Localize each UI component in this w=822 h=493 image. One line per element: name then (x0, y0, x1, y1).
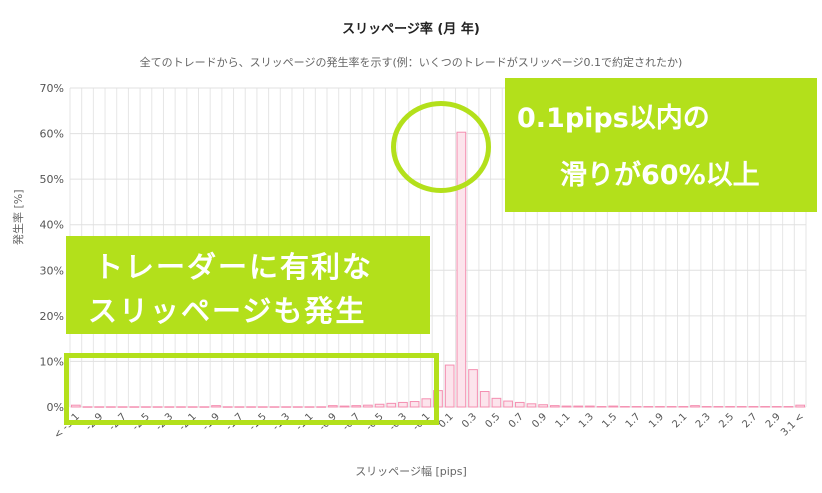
y-tick-label: 50% (40, 173, 64, 186)
bar-0.7 (514, 401, 525, 408)
bar-2.7 (748, 406, 759, 408)
y-tick-label: 40% (40, 219, 64, 232)
bar-2.6 (736, 406, 747, 408)
bar--2.5 (141, 406, 151, 408)
bar-2.2 (690, 405, 700, 408)
bar-1.4 (596, 406, 607, 408)
x-tick-label: 2.5 (717, 411, 736, 430)
bar-0.3 (468, 369, 478, 408)
bar-1.3 (585, 405, 595, 408)
bar-0.9 (538, 404, 548, 408)
x-tick-label: 1.5 (600, 411, 619, 430)
bar--0.8 (339, 405, 350, 408)
bar--1.6 (246, 406, 256, 408)
y-tick-label: 0% (47, 401, 64, 414)
bar-0.5 (491, 397, 502, 408)
annotation-right-line2: 滑りが60%以上 (560, 160, 760, 191)
bar-0.6 (503, 400, 513, 408)
bar--2.9 (94, 406, 105, 408)
bar-2.3 (701, 406, 712, 408)
bar--0.2 (409, 401, 420, 408)
bar--1.0 (316, 406, 327, 408)
y-tick-label: 60% (40, 128, 64, 141)
bar-1.5 (608, 405, 619, 408)
annotation-box-left: トレーダーに有利な スリッページも発生 (66, 236, 430, 334)
y-tick-label: 20% (40, 310, 64, 323)
bar--1.7 (234, 406, 245, 408)
chart-title: スリッページ率 (月 年) (342, 22, 480, 37)
bar--2.4 (152, 406, 163, 408)
bar--1.8 (222, 406, 233, 408)
bar--2.2 (176, 406, 186, 408)
x-tick-label: 0.9 (530, 411, 549, 430)
bar--0.9 (328, 405, 338, 408)
bar-1.0 (549, 405, 560, 408)
y-tick-label: 10% (40, 355, 64, 368)
bar--2.8 (106, 406, 116, 408)
y-tick-label: 70% (40, 82, 64, 95)
bar-< -3.1 (71, 404, 81, 408)
x-tick-label: 2.3 (694, 411, 713, 430)
bar--0.7 (351, 405, 362, 408)
bar-0.4 (479, 391, 490, 408)
x-tick-label: 3.1 < (779, 411, 806, 438)
y-tick-label: 30% (40, 264, 64, 277)
bar-0.1 (444, 364, 455, 408)
bar-1.8 (643, 406, 654, 408)
bar--0.5 (374, 403, 385, 408)
bar-1.9 (655, 406, 665, 408)
bar-1.6 (620, 406, 630, 408)
bar--2.1 (187, 406, 198, 408)
x-tick-label: 2.1 (670, 411, 689, 430)
annotation-right-line1: 0.1pips以内の (517, 103, 710, 134)
x-tick-label: 0.3 (460, 411, 479, 430)
bar--3.0 (82, 406, 93, 408)
bar--2.3 (164, 406, 175, 408)
bar--0.3 (398, 401, 408, 408)
annotation-left-line2: スリッページも発生 (88, 294, 367, 328)
highlight-circle (391, 101, 491, 193)
bar--0.4 (386, 402, 397, 408)
bar-2.0 (666, 406, 677, 408)
bar-2.4 (713, 406, 724, 408)
bar-2.8 (760, 406, 770, 408)
x-tick-label: 0.5 (484, 411, 503, 430)
bar-1.2 (573, 405, 584, 408)
bar--0.6 (363, 404, 373, 408)
bar-0.8 (526, 403, 537, 408)
bar--1.3 (281, 406, 291, 408)
bar-3.1 < (795, 404, 805, 408)
x-tick-label: 1.1 (554, 411, 573, 430)
bar-1.7 (631, 406, 642, 408)
bar--2.0 (199, 406, 210, 408)
bar-2.9 (771, 406, 782, 408)
x-tick-label: 2.9 (764, 411, 783, 430)
chart-subtitle: 全てのトレードから、スリッページの発生率を示す(例：いくつのトレードがスリッペー… (139, 56, 683, 69)
bar--1.1 (304, 406, 315, 408)
bar-1.1 (561, 405, 572, 408)
bar-3.0 (783, 406, 794, 408)
x-tick-label: 1.3 (577, 411, 596, 430)
x-tick-label: 2.7 (741, 411, 760, 430)
bar--2.6 (129, 406, 140, 408)
x-axis-label: スリッページ幅 [pips] (355, 465, 467, 478)
bar--2.7 (117, 406, 128, 408)
bar-2.1 (678, 406, 689, 408)
bar--1.2 (292, 406, 303, 408)
bar--1.5 (257, 406, 268, 408)
bar-2.5 (725, 406, 735, 408)
bar--0.1 (421, 398, 432, 408)
bar--1.9 (211, 405, 221, 408)
bar--1.4 (269, 406, 280, 408)
x-tick-label: 1.9 (647, 411, 666, 430)
highlight-rectangle (64, 353, 439, 425)
x-tick-label: 1.7 (624, 411, 643, 430)
annotation-box-right: 0.1pips以内の 滑りが60%以上 (505, 78, 817, 212)
annotation-left-line1: トレーダーに有利な (94, 250, 374, 284)
x-tick-label: 0.7 (507, 411, 526, 430)
x-tick-label: 0.1 (437, 411, 456, 430)
